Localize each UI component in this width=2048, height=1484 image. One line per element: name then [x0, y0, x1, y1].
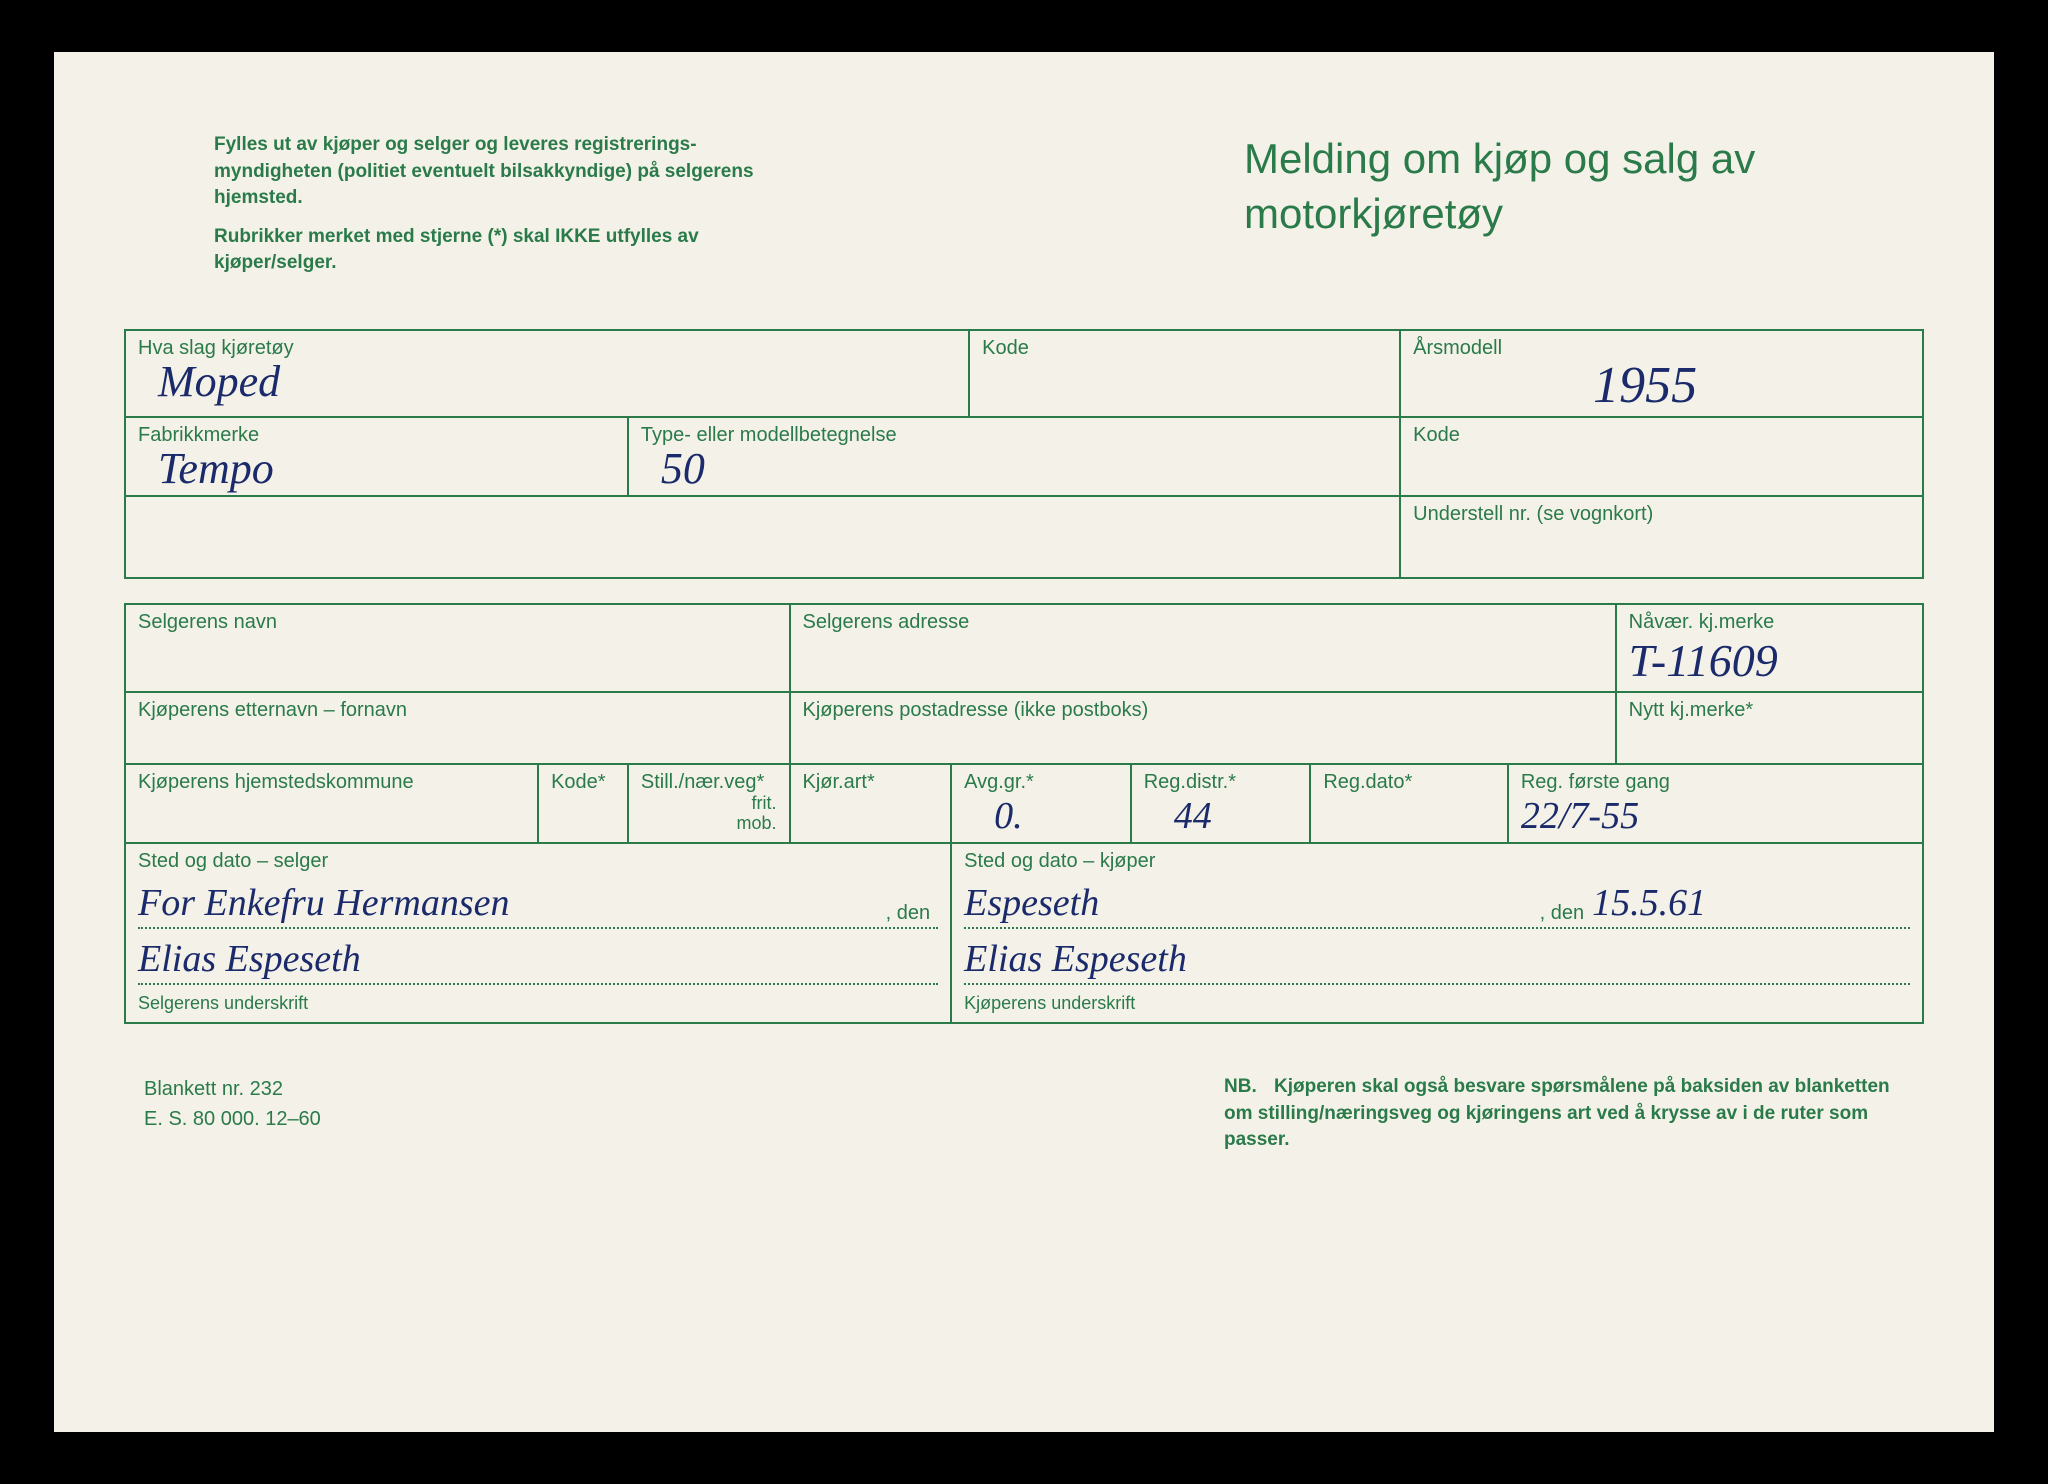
buyer-line-1: Espeseth , den 15.5.61 — [964, 881, 1910, 929]
cell-kode-2: Kode — [1401, 418, 1922, 495]
value-type: 50 — [641, 444, 705, 493]
header: Fylles ut av kjøper og selger og leveres… — [124, 132, 1924, 289]
cell-vehicle-type: Hva slag kjøretøy Moped — [126, 331, 970, 416]
value-arsmodell: 1955 — [1413, 357, 1697, 414]
cell-buyer-signature: Sted og dato – kjøper Espeseth , den 15.… — [952, 844, 1922, 1022]
label-regdistr: Reg.distr.* — [1144, 771, 1298, 794]
seller-line-2: Elias Espeseth — [138, 937, 938, 985]
footer-right: NB. Kjøperen skal også besvare spørsmåle… — [1224, 1074, 1904, 1154]
cell-type: Type- eller modellbetegnelse 50 — [629, 418, 1401, 495]
buyer-line-2: Elias Espeseth — [964, 937, 1910, 985]
row-understell: Understell nr. (se vognkort) — [126, 497, 1922, 577]
label-avggr: Avg.gr.* — [964, 771, 1118, 794]
nb-text: Kjøperen skal også besvare spørsmålene p… — [1224, 1076, 1890, 1150]
seller-place: For Enkefru Hermansen — [138, 881, 878, 925]
seller-den: , den — [886, 902, 930, 925]
row-buyer: Kjøperens etternavn – fornavn Kjøperens … — [126, 693, 1922, 765]
cell-blank — [126, 497, 1401, 577]
es-code: E. S. 80 000. 12–60 — [144, 1104, 321, 1134]
label-nytt-merke: Nytt kj.merke* — [1629, 699, 1910, 722]
label-buyer-placedate: Sted og dato – kjøper — [964, 850, 1910, 873]
row-vehicle-type: Hva slag kjøretøy Moped Kode Årsmodell 1… — [126, 331, 1922, 418]
label-regdato: Reg.dato* — [1323, 771, 1495, 794]
label-buyer-signature: Kjøperens underskrift — [964, 993, 1135, 1013]
form-title: Melding om kjøp og salg av motorkjøretøy — [1244, 132, 1844, 289]
cell-buyer-name: Kjøperens etternavn – fornavn — [126, 693, 791, 763]
buyer-den: , den — [1540, 902, 1584, 925]
nb-label: NB. — [1224, 1076, 1257, 1097]
cell-kode-1: Kode — [970, 331, 1401, 416]
value-vehicle-type: Moped — [138, 357, 280, 406]
instructions: Fylles ut av kjøper og selger og leveres… — [214, 132, 774, 289]
cell-regforste: Reg. første gang 22/7-55 — [1509, 765, 1922, 842]
value-regforste: 22/7-55 — [1521, 795, 1639, 837]
label-kommune: Kjøperens hjemstedskommune — [138, 771, 525, 794]
label-still: Still./nær.veg* — [641, 771, 777, 794]
label-kode-2: Kode — [1413, 424, 1910, 447]
label-kode-3: Kode* — [551, 771, 615, 794]
buyer-signature: Elias Espeseth — [964, 937, 1187, 981]
cell-kode-3: Kode* — [539, 765, 629, 842]
label-type: Type- eller modellbetegnelse — [641, 424, 1387, 447]
value-navar-merke: T-11609 — [1629, 635, 1778, 686]
sublabel-mob: mob. — [641, 814, 777, 834]
label-buyer-address: Kjøperens postadresse (ikke postboks) — [803, 699, 1603, 722]
cell-arsmodell: Årsmodell 1955 — [1401, 331, 1922, 416]
seller-signature: Elias Espeseth — [138, 937, 361, 981]
vehicle-section: Hva slag kjøretøy Moped Kode Årsmodell 1… — [124, 329, 1924, 579]
instruction-1: Fylles ut av kjøper og selger og leveres… — [214, 132, 774, 212]
cell-regdato: Reg.dato* — [1311, 765, 1509, 842]
cell-avggr: Avg.gr.* 0. — [952, 765, 1132, 842]
instruction-2: Rubrikker merket med stjerne (*) skal IK… — [214, 224, 774, 277]
cell-buyer-address: Kjøperens postadresse (ikke postboks) — [791, 693, 1617, 763]
row-signatures: Sted og dato – selger For Enkefru Herman… — [126, 844, 1922, 1022]
label-seller-placedate: Sted og dato – selger — [138, 850, 938, 873]
seller-line-1: For Enkefru Hermansen , den — [138, 881, 938, 929]
cell-regdistr: Reg.distr.* 44 — [1132, 765, 1312, 842]
cell-understell: Understell nr. (se vognkort) — [1401, 497, 1922, 577]
label-navar-merke: Nåvær. kj.merke — [1629, 611, 1910, 634]
document-page: Fylles ut av kjøper og selger og leveres… — [54, 52, 1994, 1432]
cell-seller-name: Selgerens navn — [126, 605, 791, 691]
cell-seller-address: Selgerens adresse — [791, 605, 1617, 691]
cell-fabrikkmerke: Fabrikkmerke Tempo — [126, 418, 629, 495]
sublabel-frit: frit. — [641, 794, 777, 814]
cell-navar-merke: Nåvær. kj.merke T-11609 — [1617, 605, 1922, 691]
cell-seller-signature: Sted og dato – selger For Enkefru Herman… — [126, 844, 952, 1022]
buyer-place: Espeseth — [964, 881, 1532, 925]
blankett-nr: Blankett nr. 232 — [144, 1074, 321, 1104]
value-fabrikkmerke: Tempo — [138, 444, 274, 493]
value-avggr: 0. — [964, 795, 1023, 837]
cell-kommune: Kjøperens hjemstedskommune — [126, 765, 539, 842]
footer-left: Blankett nr. 232 E. S. 80 000. 12–60 — [144, 1074, 321, 1154]
section-gap — [124, 579, 1924, 603]
parties-section: Selgerens navn Selgerens adresse Nåvær. … — [124, 603, 1924, 1024]
cell-kjorart: Kjør.art* — [791, 765, 953, 842]
label-seller-signature: Selgerens underskrift — [138, 993, 308, 1013]
footer: Blankett nr. 232 E. S. 80 000. 12–60 NB.… — [124, 1074, 1924, 1154]
label-regforste: Reg. første gang — [1521, 771, 1910, 794]
cell-nytt-merke: Nytt kj.merke* — [1617, 693, 1922, 763]
label-kode-1: Kode — [982, 337, 1387, 360]
row-seller: Selgerens navn Selgerens adresse Nåvær. … — [126, 605, 1922, 693]
label-seller-name: Selgerens navn — [138, 611, 777, 634]
label-buyer-name: Kjøperens etternavn – fornavn — [138, 699, 777, 722]
row-details: Kjøperens hjemstedskommune Kode* Still./… — [126, 765, 1922, 844]
buyer-date: 15.5.61 — [1592, 881, 1706, 925]
value-regdistr: 44 — [1144, 795, 1212, 837]
row-fabrikkmerke: Fabrikkmerke Tempo Type- eller modellbet… — [126, 418, 1922, 497]
cell-still: Still./nær.veg* frit. mob. — [629, 765, 791, 842]
label-understell: Understell nr. (se vognkort) — [1413, 503, 1910, 526]
label-seller-address: Selgerens adresse — [803, 611, 1603, 634]
label-kjorart: Kjør.art* — [803, 771, 939, 794]
